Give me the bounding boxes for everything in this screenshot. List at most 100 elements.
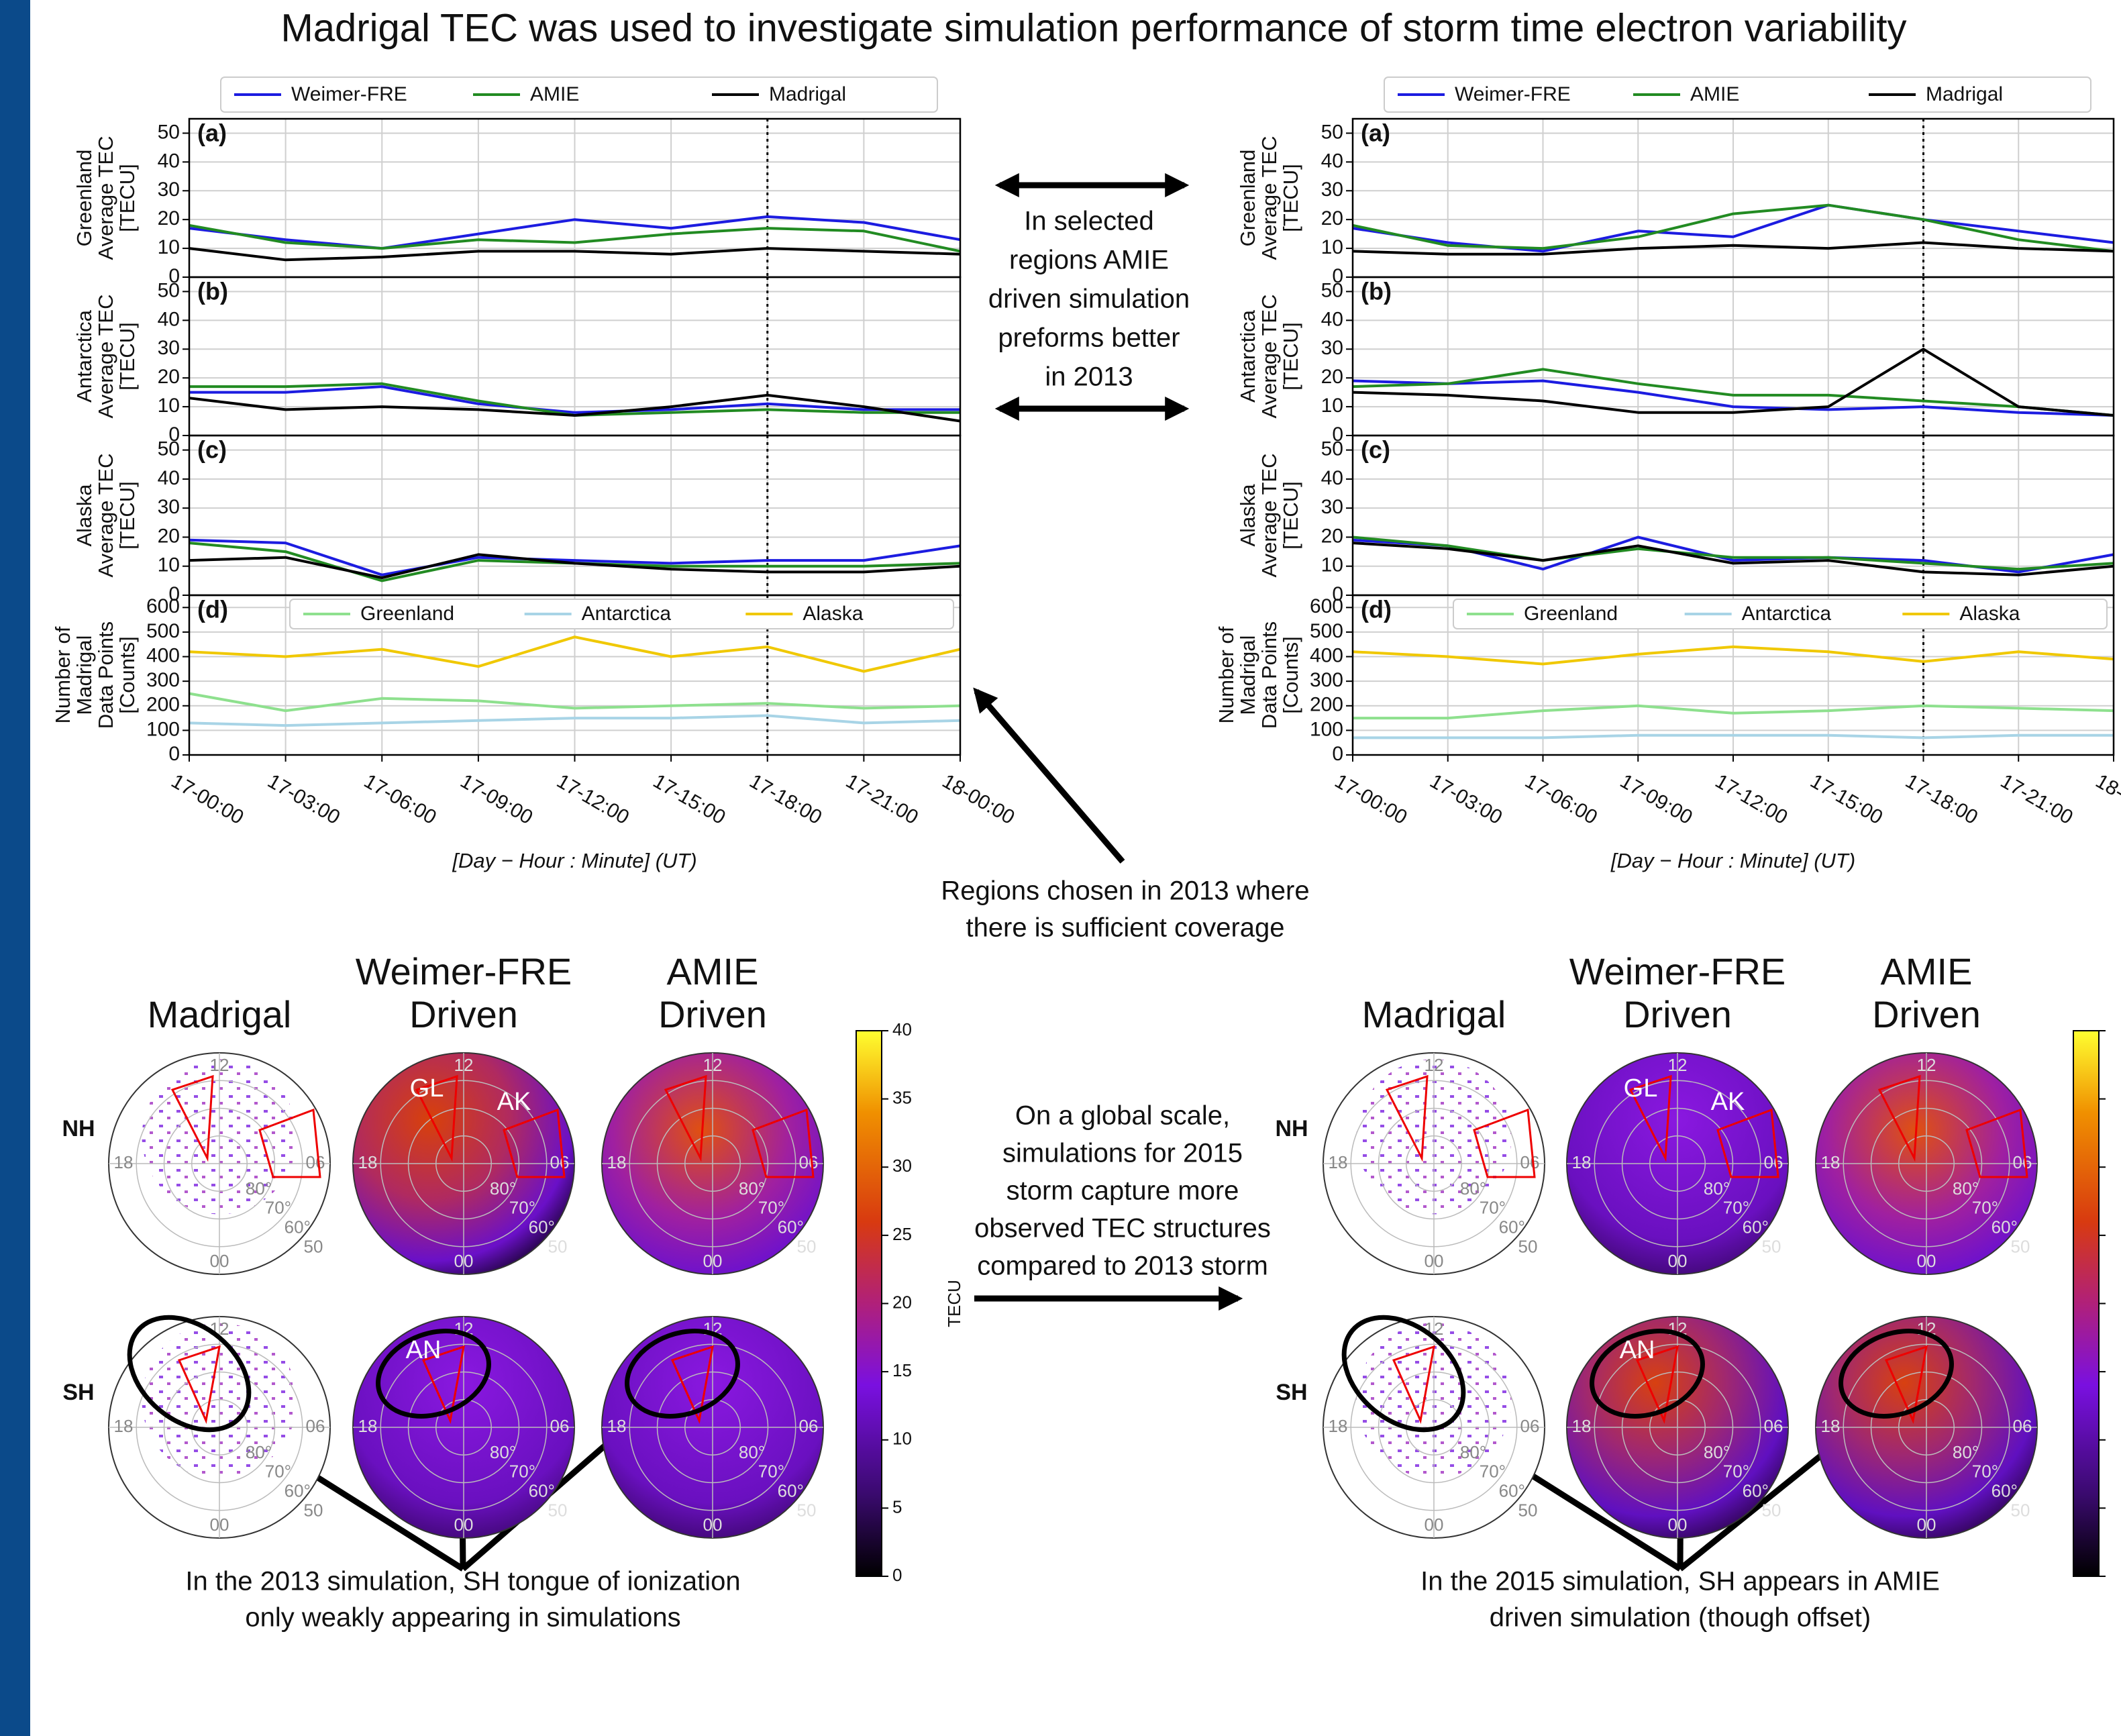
y-axis-label: Average TEC: [94, 454, 117, 578]
y-tick-label: 40: [158, 467, 180, 489]
map-column-header: AMIE: [667, 950, 759, 992]
series-line: [189, 215, 961, 250]
region-outline: [1965, 1108, 2028, 1178]
region-outline: [1877, 1074, 1921, 1162]
y-tick-label: 0: [168, 265, 180, 287]
y-tick-label: 0: [168, 583, 180, 605]
y-tick-label: 400: [146, 644, 180, 666]
y-tick-label: 100: [1310, 718, 1343, 740]
region-outline: [1635, 1345, 1679, 1425]
y-axis-label: Number of: [1214, 626, 1238, 723]
hour-label: 00: [1668, 1251, 1688, 1271]
series-line: [189, 247, 961, 262]
region-label: GL: [410, 1074, 444, 1103]
y-tick-label: 10: [158, 554, 180, 576]
hour-label: 18: [114, 1152, 134, 1172]
hour-label: 00: [703, 1251, 723, 1271]
highlight-ellipse: [127, 1315, 252, 1433]
y-tick-label: 400: [1310, 644, 1343, 666]
lat-label: 70°: [1723, 1462, 1749, 1482]
annotation-text: driven simulation (though offset): [1490, 1603, 1871, 1633]
y-tick-label: 30: [158, 337, 180, 359]
series-line: [1352, 241, 2114, 256]
lat-label: 70°: [1480, 1462, 1506, 1482]
y-axis-label: Madrigal: [1236, 635, 1259, 715]
x-tick-label: 17-12:00: [1712, 770, 1792, 829]
hour-label: 18: [358, 1416, 378, 1436]
annotation-text: compared to 2013 storm: [977, 1252, 1268, 1281]
lat-label: 50: [548, 1500, 568, 1520]
legend-label: Antarctica: [582, 603, 672, 625]
y-tick-label: 20: [1321, 525, 1343, 547]
region-outline: [1628, 1074, 1672, 1162]
hour-label: 12: [703, 1055, 723, 1075]
lat-label: 70°: [265, 1462, 291, 1482]
lat-label: 80°: [1704, 1442, 1730, 1462]
y-axis-label: Average TEC: [94, 295, 117, 419]
region-outline: [1473, 1108, 1536, 1178]
annotation-text: storm capture more: [1006, 1176, 1239, 1206]
y-axis-label: [TECU]: [115, 481, 139, 550]
hour-label: 06: [1520, 1152, 1540, 1172]
x-tick-label: 17-18:00: [745, 770, 825, 829]
annotation-text: In the 2013 simulation, SH tongue of ion…: [185, 1567, 740, 1596]
legend-label: Greenland: [360, 603, 454, 625]
colorbar-tick-label: 20: [892, 1292, 912, 1312]
y-tick-label: 50: [158, 279, 180, 301]
lat-label: 50: [304, 1236, 323, 1256]
map-column-header: Driven: [1623, 993, 1732, 1035]
lat-label: 70°: [1972, 1198, 1998, 1218]
lat-label: 70°: [1972, 1462, 1998, 1482]
x-tick-label: 17-06:00: [1521, 770, 1601, 829]
lat-label: 60°: [1499, 1481, 1525, 1501]
map-column-header: Driven: [1872, 993, 1981, 1035]
lat-label: 60°: [1743, 1481, 1769, 1501]
panel-label: (b): [1361, 278, 1392, 305]
hour-label: 18: [358, 1152, 378, 1172]
lat-label: 80°: [739, 1442, 765, 1462]
series-line: [189, 553, 961, 579]
lat-label: 70°: [509, 1198, 535, 1218]
y-axis-label: Data Points: [94, 621, 117, 729]
lat-label: 80°: [246, 1178, 272, 1198]
x-tick-label: 17-12:00: [553, 770, 633, 829]
hour-label: 18: [1572, 1416, 1592, 1436]
series-line: [189, 538, 961, 576]
hour-label: 18: [1329, 1416, 1348, 1436]
lat-label: 50: [304, 1500, 323, 1520]
y-tick-label: 40: [158, 150, 180, 172]
lat-label: 80°: [1460, 1178, 1486, 1198]
y-axis-label: [Counts]: [1279, 636, 1302, 713]
lat-label: 70°: [758, 1198, 784, 1218]
x-axis-label: [Day − Hour : Minute] (UT): [452, 849, 696, 872]
y-tick-label: 10: [158, 395, 180, 417]
x-tick-label: 18-00:00: [939, 770, 1019, 829]
legend-box: [289, 599, 954, 629]
y-tick-label: 10: [158, 236, 180, 258]
hour-label: 00: [454, 1251, 474, 1271]
hemisphere-label: NH: [1275, 1116, 1308, 1141]
y-tick-label: 20: [1321, 207, 1343, 229]
x-tick-label: 17-21:00: [1997, 770, 2077, 829]
region-outline: [421, 1345, 465, 1425]
x-tick-label: 17-06:00: [360, 770, 440, 829]
panel-label: (d): [197, 596, 228, 623]
series-line: [1352, 368, 2114, 417]
annotation-text: only weakly appearing in simulations: [245, 1603, 680, 1633]
colorbar: [2073, 1030, 2100, 1577]
x-tick-label: 17-21:00: [842, 770, 922, 829]
side-bar: [0, 0, 30, 1736]
y-axis-label: Number of: [51, 626, 74, 723]
x-tick-label: 17-00:00: [168, 770, 248, 829]
series-line: [189, 393, 961, 423]
x-tick-label: 17-15:00: [1806, 770, 1886, 829]
map-column-header: Weimer-FRE: [1569, 950, 1786, 992]
y-tick-label: 500: [146, 620, 180, 642]
y-axis-label: [TECU]: [115, 164, 139, 232]
region-outline: [415, 1074, 458, 1162]
y-tick-label: 50: [1321, 438, 1343, 460]
y-tick-label: 30: [1321, 496, 1343, 518]
hour-label: 00: [210, 1251, 229, 1271]
y-tick-label: 20: [158, 207, 180, 229]
